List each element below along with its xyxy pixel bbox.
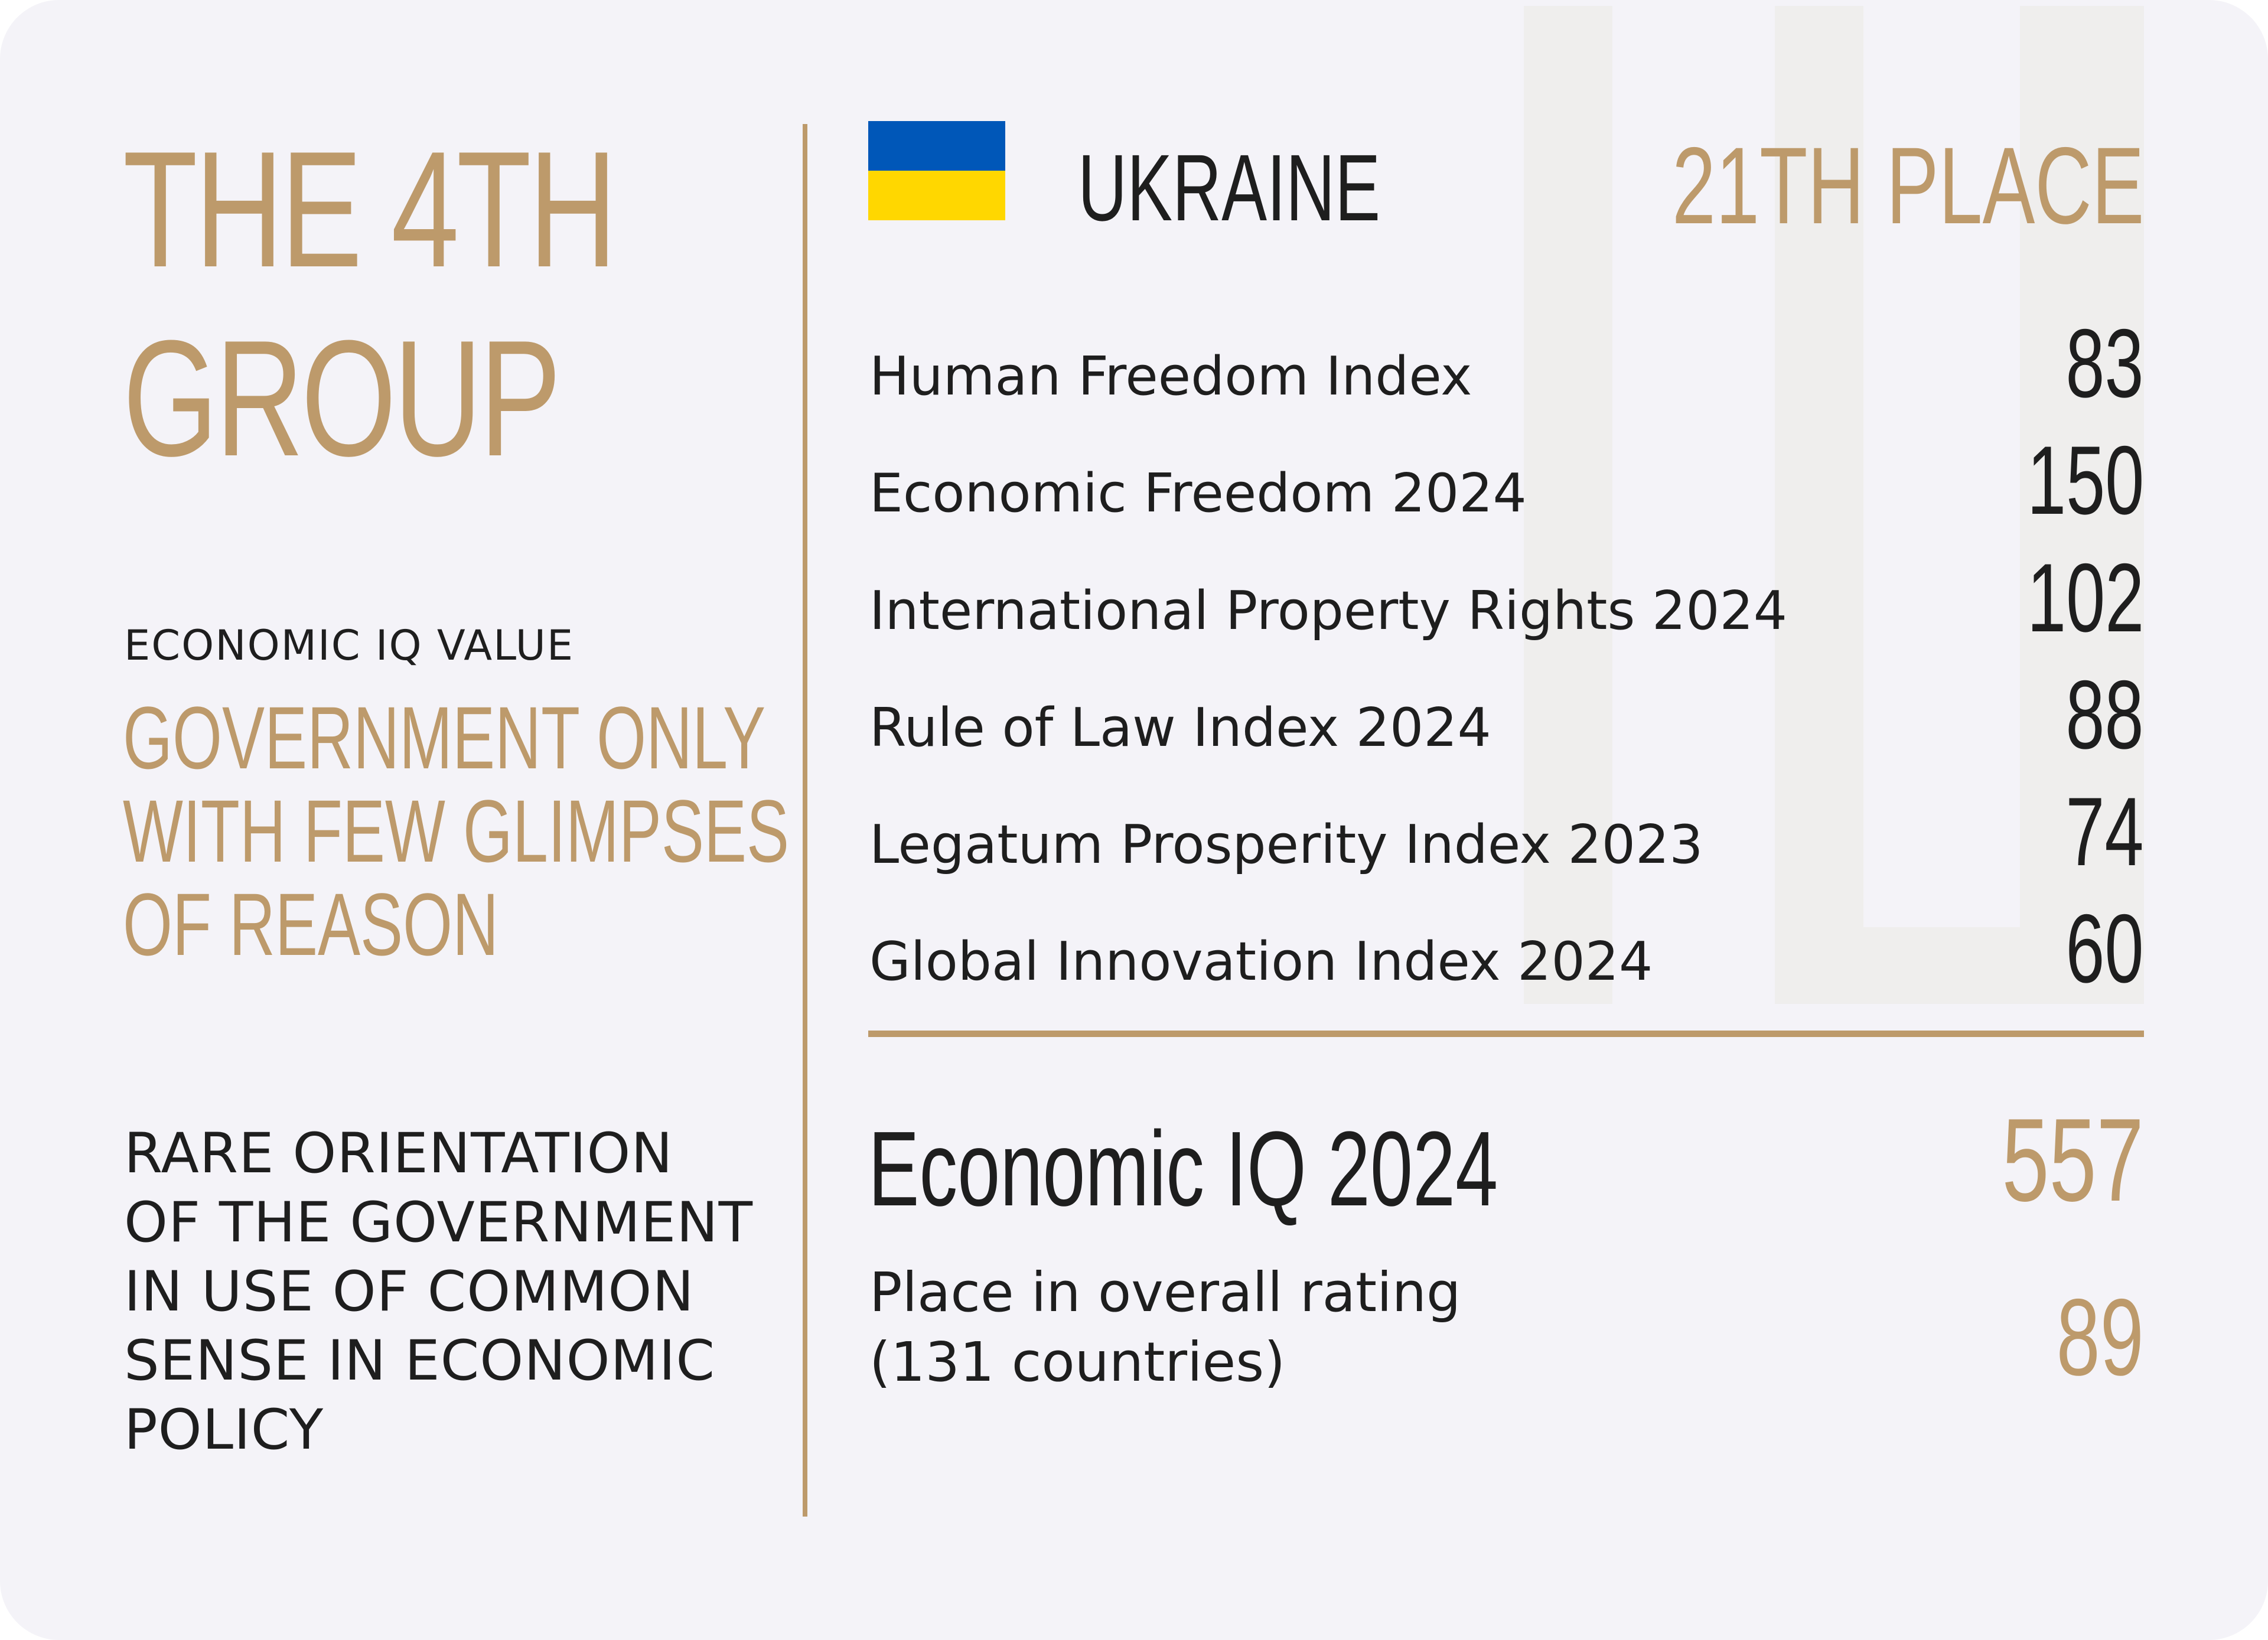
index-label: Legatum Prosperity Index 2023 [869, 814, 1703, 876]
economic-iq-value: 557 [2002, 1094, 2144, 1226]
index-row: Economic Freedom 2024 150 [869, 430, 2144, 536]
index-row: International Property Rights 2024 102 [869, 547, 2144, 654]
index-value: 83 [2065, 309, 2144, 418]
iq-value-line: OF REASON [123, 875, 499, 974]
watermark-logo [1524, 6, 1612, 1004]
index-value: 60 [2065, 894, 2144, 1003]
iq-value-line: GOVERNMENT ONLY [123, 688, 766, 787]
overall-rating-label: Place in overall rating (131 countries) [869, 1258, 1461, 1397]
index-label: International Property Rights 2024 [869, 580, 1787, 642]
orientation-line: OF THE GOVERNMENT [124, 1191, 754, 1255]
index-value: 150 [2026, 426, 2144, 534]
column-divider [803, 124, 807, 1517]
group-title-line-1: THE 4TH [123, 118, 617, 302]
watermark-logo-right [1775, 6, 1863, 1004]
group-title: THE 4TH GROUP [123, 115, 617, 493]
country-place: 21TH PLACE [1671, 125, 2144, 247]
orientation-line: POLICY [124, 1398, 324, 1462]
flag-blue-stripe [868, 121, 1005, 171]
overall-rating-label-line-2: (131 countries) [869, 1331, 1286, 1394]
watermark-logo-base [1775, 927, 2144, 1004]
summary-divider [868, 1031, 2144, 1037]
index-row: Global Innovation Index 2024 60 [869, 898, 2144, 1005]
index-label: Rule of Law Index 2024 [869, 697, 1491, 759]
orientation-line: IN USE OF COMMON [124, 1260, 695, 1324]
index-value: 88 [2065, 660, 2144, 769]
iq-value-label: ECONOMIC IQ VALUE [124, 621, 575, 670]
economic-iq-label: Economic IQ 2024 [868, 1110, 1498, 1228]
index-value: 102 [2026, 543, 2144, 652]
flag-yellow-stripe [868, 171, 1005, 220]
country-name: UKRAINE [1078, 135, 1381, 240]
orientation-line: RARE ORIENTATION [124, 1121, 673, 1186]
overall-rating-label-line-1: Place in overall rating [869, 1261, 1461, 1324]
index-label: Human Freedom Index [869, 345, 1472, 407]
orientation-description: RARE ORIENTATION OF THE GOVERNMENT IN US… [124, 1119, 753, 1465]
index-row: Human Freedom Index 83 [869, 313, 2144, 419]
index-row: Rule of Law Index 2024 88 [869, 664, 2144, 771]
iq-value-text: GOVERNMENT ONLY WITH FEW GLIMPSES OF REA… [123, 691, 789, 971]
index-label: Economic Freedom 2024 [869, 462, 1527, 524]
watermark-logo-far [2020, 6, 2144, 1004]
orientation-line: SENSE IN ECONOMIC [124, 1329, 716, 1393]
overall-rating-value: 89 [2056, 1277, 2144, 1398]
index-label: Global Innovation Index 2024 [869, 931, 1653, 993]
group-title-line-2: GROUP [123, 307, 561, 491]
index-row: Legatum Prosperity Index 2023 74 [869, 781, 2144, 888]
ukraine-flag-icon [868, 121, 1005, 220]
iq-value-line: WITH FEW GLIMPSES [123, 781, 790, 881]
index-value: 74 [2065, 777, 2144, 886]
